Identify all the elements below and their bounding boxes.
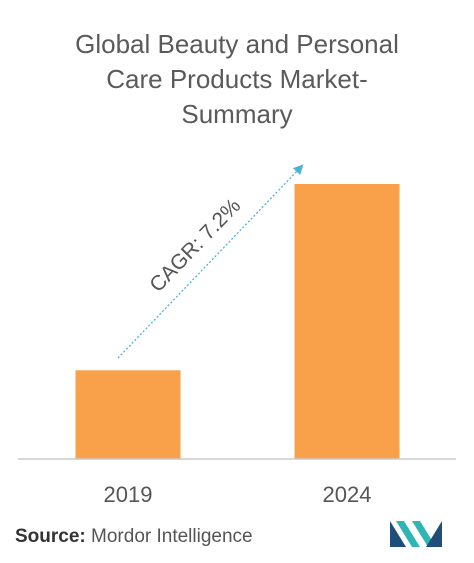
cagr-arrow: [117, 164, 304, 359]
source-note: Source: Mordor Intelligence: [15, 526, 253, 548]
chart-title-line-1: Global Beauty and Personal: [75, 29, 399, 59]
chart-title-line-3: Summary: [181, 99, 293, 129]
chart-title-line-2: Care Products Market-: [106, 64, 368, 94]
x-tick-label-2019: 2019: [104, 482, 153, 507]
cagr-annotation: CAGR: 7.2%: [145, 194, 245, 296]
chart-title: Global Beauty and Personal Care Products…: [0, 27, 474, 132]
x-tick-label-2024: 2024: [323, 482, 372, 507]
mordor-intelligence-logo-icon: [390, 521, 442, 547]
source-label: Source:: [15, 526, 86, 547]
bar-2019: [75, 370, 181, 459]
bar-2024: [294, 184, 400, 459]
source-text: Mordor Intelligence: [91, 526, 253, 547]
